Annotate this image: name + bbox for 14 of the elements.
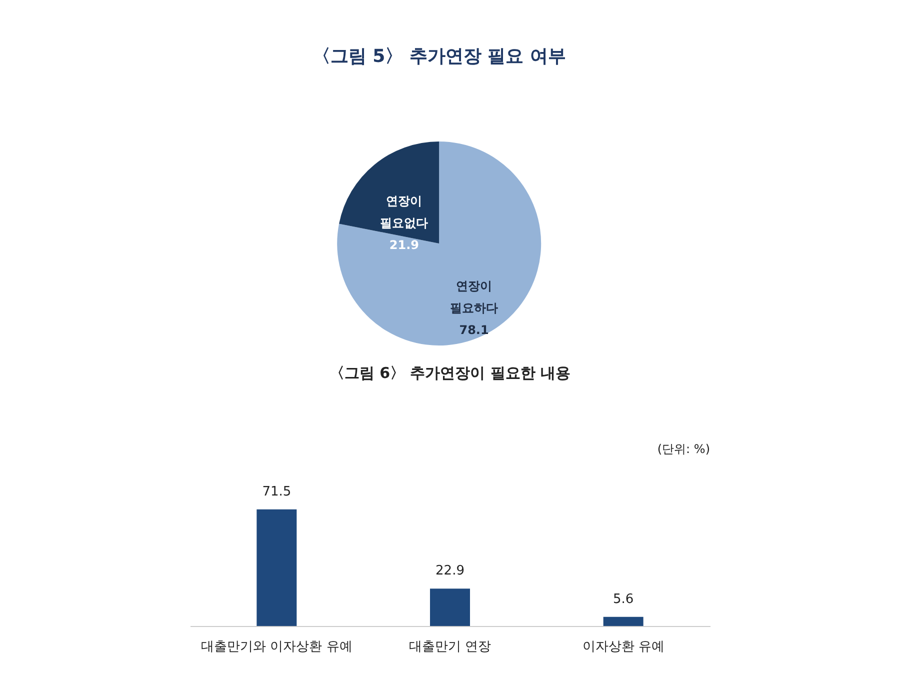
- data-label: 21.9: [389, 238, 419, 252]
- chart-title: 〈그림 6〉 추가연장이 필요한 내용: [329, 364, 571, 382]
- x-tick-label: 대출만기 연장: [408, 640, 492, 654]
- slice-label: 연장이 필요없다: [380, 194, 428, 230]
- x-tick-label: 대출만기와 이자상환 유예: [201, 640, 352, 654]
- x-tick-label: 이자상환 유예: [582, 640, 664, 654]
- data-label: 78.1: [459, 322, 489, 337]
- text: (단위: %): [657, 442, 710, 456]
- data-label: 71.5: [262, 484, 292, 500]
- data-label: 5.6: [612, 592, 634, 607]
- pie-slice: [337, 142, 542, 346]
- slice-label: 연장이 필요하다: [450, 278, 498, 315]
- chart-title: 〈그림 5〉 추가연장 필요 여부: [312, 46, 566, 67]
- data-label: 22.9: [436, 564, 464, 579]
